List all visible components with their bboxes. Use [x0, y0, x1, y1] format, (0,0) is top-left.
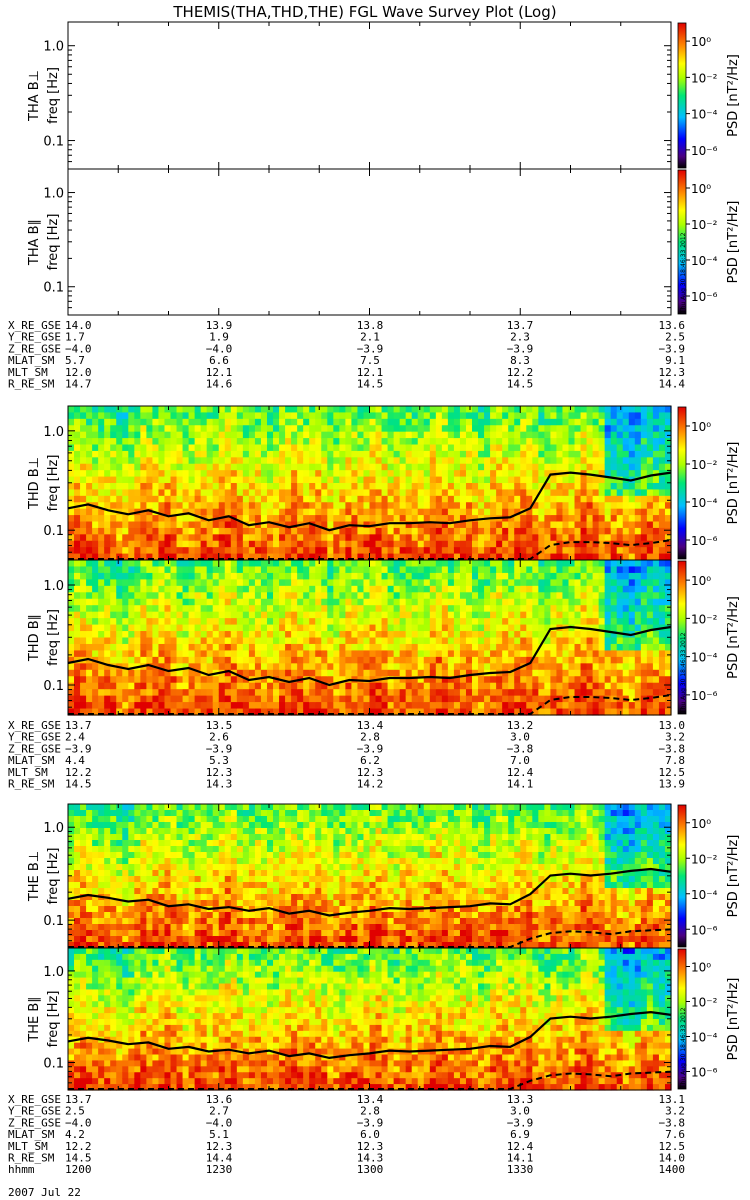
colorbar-tick-label: 10⁻⁴	[691, 1031, 718, 1045]
colorbar-label: PSD [nT²/Hz]	[726, 54, 741, 137]
spectrogram-cells	[68, 948, 672, 1091]
ephemeris-value: 14.7	[65, 378, 92, 391]
ephemeris-value: 14.5	[65, 778, 92, 791]
colorbar-tick-label: 10⁰	[691, 817, 711, 831]
ytick-label: 1.0	[43, 187, 64, 202]
panel-thd-3: 1.0 0.1 THD B∥ freq [Hz] 10⁰ 10⁻² 10⁻⁴ 10⁻⁶ PSD …	[27, 560, 741, 716]
ytick-label: 1.0	[43, 40, 64, 55]
ylabel-freq: freq [Hz]	[46, 848, 61, 905]
timestamp-stamp: Thu Aug 30 18:46:33 2012	[680, 232, 687, 314]
colorbar-label: PSD [nT²/Hz]	[726, 596, 741, 679]
ephemeris-value: 1330	[507, 1163, 534, 1176]
colorbar	[678, 23, 686, 168]
ytick-label: 0.1	[43, 1057, 64, 1072]
date-label: 2007 Jul 22	[8, 1186, 81, 1199]
ephemeris-value: 14.3	[206, 778, 233, 791]
colorbar-tick-label: 10⁻⁴	[691, 888, 718, 902]
ephemeris-value: 1230	[206, 1163, 233, 1176]
colorbar-tick-label: 10⁻⁶	[691, 923, 718, 937]
ylabel-freq: freq [Hz]	[46, 609, 61, 666]
ylabel-freq: freq [Hz]	[46, 455, 61, 512]
colorbar-label: PSD [nT²/Hz]	[726, 201, 741, 284]
colorbar-tick-label: 10⁻²	[691, 612, 718, 626]
ephemeris-value: 14.4	[659, 378, 686, 391]
ytick-label: 1.0	[43, 821, 64, 836]
colorbar-tick-label: 10⁻⁴	[691, 651, 718, 665]
colorbar-tick-label: 10⁻²	[691, 218, 718, 232]
ephemeris-thd: X_RE_GSE 13.7 13.5 13.4 13.2 13.0Y_RE_GSE 2.4 2…	[8, 719, 685, 791]
ephemeris-value: 13.9	[659, 778, 686, 791]
colorbar-tick-label: 10⁻⁶	[691, 1066, 718, 1080]
colorbar-tick-label: 10⁻⁴	[691, 254, 718, 268]
colorbar-label: PSD [nT²/Hz]	[726, 978, 741, 1061]
ephemeris-value: 14.2	[357, 778, 384, 791]
timestamp-stamp: Thu Aug 30 18:46:33 2012	[680, 1007, 687, 1089]
ylabel-freq: freq [Hz]	[46, 991, 61, 1048]
colorbar-tick-label: 10⁻⁴	[691, 108, 718, 122]
ylabel-probe: THE B∥	[27, 996, 42, 1042]
ytick-label: 0.1	[43, 281, 64, 296]
colorbar-tick-label: 10⁻⁶	[691, 144, 718, 158]
colorbar	[678, 805, 686, 947]
ephemeris-value: 14.6	[206, 378, 233, 391]
figure-title: THEMIS(THA,THD,THE) FGL Wave Survey Plot…	[172, 3, 556, 21]
ylabel-probe: THA B⊥	[27, 70, 42, 122]
panel-frame	[68, 169, 671, 315]
ephemeris-label: R_RE_SM	[8, 778, 55, 791]
ephemeris-value: 14.5	[507, 378, 534, 391]
colorbar-tick-label: 10⁻²	[691, 71, 718, 85]
colorbar-tick-label: 10⁻⁶	[691, 534, 718, 548]
spectrogram-cells	[68, 406, 672, 561]
colorbar-tick-label: 10⁰	[691, 574, 711, 588]
ytick-label: 1.0	[43, 425, 64, 440]
ephemeris-value: 1400	[659, 1163, 686, 1176]
colorbar-tick-label: 10⁰	[691, 961, 711, 975]
colorbar-tick-label: 10⁻⁶	[691, 290, 718, 304]
colorbar	[678, 407, 686, 559]
ytick-label: 1.0	[43, 579, 64, 594]
ytick-label: 0.1	[43, 679, 64, 694]
ephemeris-value: 14.5	[357, 378, 384, 391]
colorbar-tick-label: 10⁻²	[691, 996, 718, 1010]
timestamp-stamp: Thu Aug 30 18:46:33 2012	[680, 632, 687, 714]
ephemeris-value: 1300	[357, 1163, 384, 1176]
panel-frame	[68, 22, 671, 169]
ytick-label: 0.1	[43, 135, 64, 150]
ylabel-probe: THD B∥	[27, 614, 42, 662]
colorbar-tick-label: 10⁰	[691, 182, 711, 196]
colorbar-tick-label: 10⁰	[691, 35, 711, 49]
ephemeris-value: 14.1	[507, 778, 534, 791]
ylabel-freq: freq [Hz]	[46, 214, 61, 271]
ytick-label: 1.0	[43, 965, 64, 980]
ylabel-probe: THA B∥	[27, 219, 42, 266]
ephemeris-value: 1200	[65, 1163, 92, 1176]
ephemeris-the: X_RE_GSE 13.7 13.6 13.4 13.3 13.1Y_RE_GSE 2.5 2…	[8, 1093, 685, 1176]
spectrogram-cells	[68, 560, 672, 716]
colorbar-tick-label: 10⁻⁶	[691, 689, 718, 703]
ylabel-probe: THD B⊥	[27, 457, 42, 510]
ylabel-freq: freq [Hz]	[46, 67, 61, 124]
ytick-label: 0.1	[43, 524, 64, 539]
ephemeris-label: R_RE_SM	[8, 378, 55, 391]
colorbar-tick-label: 10⁻⁴	[691, 496, 718, 510]
spectrogram-cells	[68, 804, 672, 949]
ephemeris-label: hhmm	[8, 1163, 35, 1176]
ephemeris-tha: X_RE_GSE 14.0 13.9 13.8 13.7 13.6Y_RE_GSE 1.7 1…	[8, 319, 685, 391]
colorbar-label: PSD [nT²/Hz]	[726, 442, 741, 525]
colorbar-tick-label: 10⁰	[691, 420, 711, 434]
colorbar-label: PSD [nT²/Hz]	[726, 835, 741, 918]
colorbar-tick-label: 10⁻²	[691, 852, 718, 866]
ytick-label: 0.1	[43, 914, 64, 929]
colorbar-tick-label: 10⁻²	[691, 458, 718, 472]
ylabel-probe: THE B⊥	[27, 851, 42, 902]
